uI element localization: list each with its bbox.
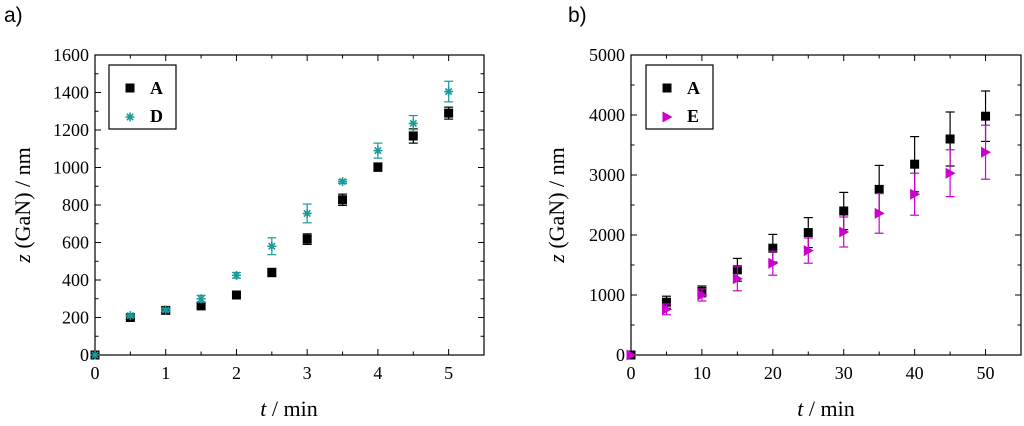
data-point-E [839, 226, 850, 238]
legend-markers [125, 83, 135, 122]
data-point-D [444, 87, 454, 97]
legend-label-2: E [687, 106, 699, 126]
marks-group [626, 90, 992, 361]
y-tick-label: 4000 [589, 105, 625, 125]
data-point-A [910, 159, 920, 169]
legend-box [645, 64, 714, 130]
data-point-D [231, 270, 241, 280]
x-tick-label: 3 [303, 363, 312, 383]
y-tick-label: 0 [616, 345, 625, 365]
data-point-A [302, 234, 312, 244]
x-tick-label: 10 [693, 363, 711, 383]
y-axis-label: z (GaN) / nm [544, 147, 569, 263]
marks-group [90, 80, 454, 360]
data-point-E [803, 245, 814, 257]
x-tick-label: 30 [835, 363, 853, 383]
panel-b: b) 0 10 20 30 40 50 0 1000 2000 3000 4000 5000 t / … [544, 4, 1022, 421]
x-tick-label: 0 [627, 363, 636, 383]
x-tick-label: 1 [161, 363, 170, 383]
x-axis-label: t / min [797, 396, 854, 421]
x-tick-label: 4 [373, 363, 382, 383]
legend: A E [645, 64, 714, 130]
y-tick-label: 1200 [53, 120, 89, 140]
data-point-E [981, 146, 992, 158]
data-point-D [373, 146, 383, 156]
y-tick-label: 1000 [53, 158, 89, 178]
data-point-A [981, 111, 991, 121]
y-tick-label: 1400 [53, 83, 89, 103]
x-tick-label: 2 [232, 363, 241, 383]
data-point-E [768, 257, 779, 269]
data-point-E [732, 273, 743, 285]
data-point-A [408, 131, 418, 141]
legend-marker-E [662, 111, 673, 123]
data-point-A [874, 184, 884, 194]
x-axis-label: t / min [260, 396, 317, 421]
y-tick-label: 200 [62, 308, 89, 328]
x-tick-label: 0 [91, 363, 100, 383]
data-point-E [945, 167, 956, 179]
data-point-E [626, 349, 637, 361]
panel-label: a) [4, 4, 23, 27]
y-tick-label: 0 [80, 345, 89, 365]
y-tick-label: 600 [62, 233, 89, 253]
data-point-D [161, 305, 171, 315]
data-point-A [196, 301, 206, 311]
y-tick-label: 1000 [589, 285, 625, 305]
legend-label-2: D [150, 106, 163, 126]
legend-label-1: A [150, 78, 163, 98]
data-point-A [267, 268, 277, 277]
y-tick-label: 5000 [589, 45, 625, 65]
data-point-E [910, 188, 921, 200]
data-point-D [90, 350, 100, 360]
data-point-A [839, 206, 849, 216]
data-point-A [338, 195, 348, 205]
y-tick-label: 1600 [53, 45, 89, 65]
legend-markers [662, 83, 673, 123]
x-tick-label: 50 [977, 363, 995, 383]
data-point-E [874, 207, 885, 219]
data-point-E [661, 303, 672, 315]
data-point-D [338, 177, 348, 187]
data-point-D [267, 241, 277, 251]
x-tick-label: 5 [444, 363, 453, 383]
panel-a: a) 0 1 2 3 4 5 0 200 400 600 800 1000 1200 1400 1600 t… [4, 4, 485, 421]
x-tick-label: 20 [764, 363, 782, 383]
tick-group: 0 1 2 3 4 5 0 200 400 600 800 1000 1200 1400 1600 [53, 45, 485, 383]
y-tick-label: 2000 [589, 225, 625, 245]
legend-label-1: A [687, 78, 700, 98]
data-point-E [697, 289, 708, 301]
data-point-A [661, 297, 671, 307]
data-point-A [444, 108, 454, 118]
legend-box [108, 64, 177, 130]
legend-marker-A [662, 83, 672, 93]
data-point-D [302, 208, 312, 218]
tick-group: 0 10 20 30 40 50 0 1000 2000 3000 4000 5000 [589, 45, 1022, 383]
data-point-D [408, 118, 418, 128]
panel-label: b) [568, 4, 587, 27]
data-point-A [373, 162, 383, 172]
y-tick-label: 800 [62, 195, 89, 215]
data-point-D [196, 294, 206, 304]
data-point-A [231, 290, 241, 300]
data-point-A [803, 228, 813, 238]
data-point-A [768, 243, 778, 253]
x-tick-label: 40 [906, 363, 924, 383]
data-point-A [945, 134, 955, 144]
legend-marker-D [125, 112, 135, 122]
legend-marker-A [125, 83, 135, 93]
data-point-D [125, 311, 135, 321]
y-axis-label: z (GaN) / nm [10, 147, 35, 263]
y-tick-label: 3000 [589, 165, 625, 185]
y-tick-label: 400 [62, 270, 89, 290]
legend: A D [108, 64, 177, 130]
